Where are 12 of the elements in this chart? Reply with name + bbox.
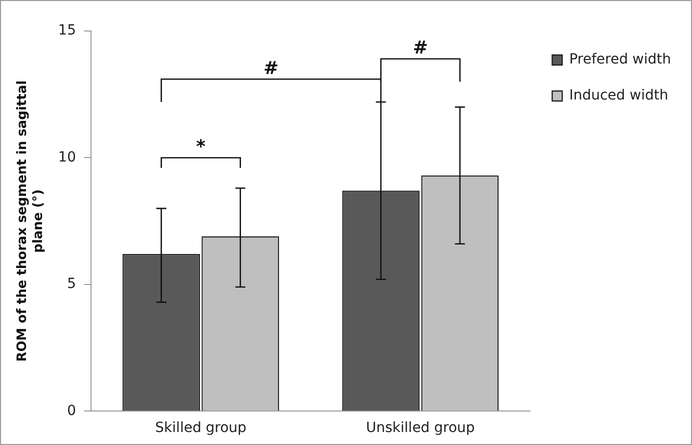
x-tick-label: Unskilled group [366,420,475,436]
legend-label: Prefered width [569,52,672,68]
y-tick-label: 10 [58,149,76,166]
y-axis-title: ROM of the thorax segment in sagittal plane (°) [15,80,46,362]
y-tick-label: 15 [58,22,76,39]
y-tick-label: 0 [67,402,76,419]
x-tick-label: Skilled group [155,420,247,436]
annotation: # [264,58,279,79]
y-tick-label: 5 [67,276,76,292]
annotation: # [412,38,428,59]
legend-label: Induced width [569,88,668,104]
annotation: * [196,136,206,158]
